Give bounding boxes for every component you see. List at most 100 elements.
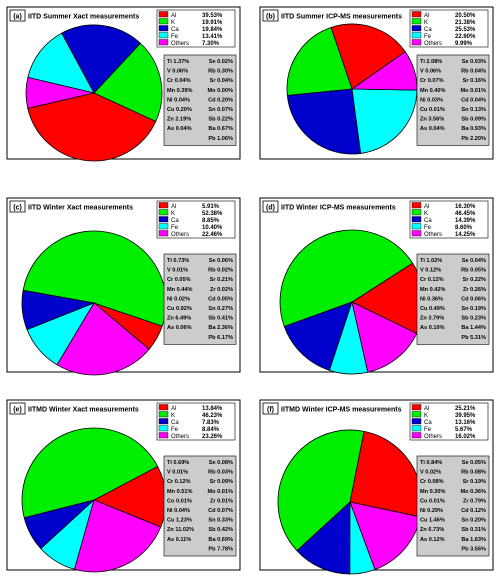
breakdown-entry: V 0.12%: [420, 268, 441, 274]
breakdown-entry: Sr 0.16%: [463, 78, 486, 84]
breakdown-entry: Sn 0.27%: [208, 306, 233, 312]
breakdown-entry: Ni 0.02%: [167, 296, 190, 302]
legend-swatch-ca: [411, 418, 422, 425]
breakdown-entry: Rb 0.30%: [208, 69, 233, 75]
pie-slice-others: [73, 499, 162, 573]
breakdown-entry: Mo 0.01%: [461, 88, 487, 94]
panel-tag-box: [9, 9, 26, 22]
breakdown-entry: Ba 0.93%: [461, 126, 486, 132]
others-breakdown-box: [163, 253, 237, 345]
breakdown-entry: Cd 0.20%: [208, 97, 233, 103]
panel-tag: (b): [266, 14, 275, 21]
breakdown-entry: Pb 5.31%: [461, 335, 486, 341]
legend-label: Fe: [171, 427, 179, 433]
legend-label: Others: [424, 232, 442, 238]
pie-slice-others: [351, 301, 418, 373]
breakdown-entry: Cd 0.12%: [461, 508, 486, 514]
others-breakdown-box: [416, 455, 490, 557]
legend-label: Al: [424, 13, 429, 19]
legend-value: 14.25%: [455, 232, 476, 238]
breakdown-entry: Zn 2.19%: [167, 117, 191, 123]
breakdown-entry: Sn 0.19%: [461, 306, 486, 312]
legend-value: 5.67%: [455, 427, 473, 433]
legend-value: 25.21%: [455, 406, 476, 412]
breakdown-entry: Pb 2.20%: [461, 136, 486, 142]
breakdown-entry: Cr 0.07%: [420, 78, 444, 84]
chart-panel-b: (b) IITD Summer ICP-MS measurements Al 20.5…: [259, 6, 494, 160]
panel-tag-box: [262, 402, 279, 415]
legend-value: 39.95%: [455, 413, 476, 419]
legend-value: 10.40%: [202, 225, 223, 231]
legend-box: [409, 200, 489, 239]
legend-swatch-fe: [411, 32, 422, 39]
pie-slice-ca: [286, 88, 362, 155]
chart-panel-e: (e) IITMD Winter Xact measurements Al 13.84…: [6, 399, 241, 573]
legend-swatch-ca: [158, 25, 169, 32]
chart-title: IITD Winter Xact measurements: [28, 205, 133, 212]
pie-slice-ca: [61, 24, 141, 94]
legend-swatch-al: [411, 202, 422, 209]
breakdown-entry: Ti 0.69%: [167, 460, 189, 466]
breakdown-entry: Sr 0.21%: [210, 277, 233, 283]
breakdown-entry: As 0.12%: [420, 537, 445, 543]
breakdown-entry: Rb 0.03%: [208, 470, 233, 476]
breakdown-entry: Cd 0.05%: [208, 296, 233, 302]
breakdown-entry: Ba 1.63%: [461, 537, 486, 543]
breakdown-entry: Sn 0.13%: [461, 107, 486, 113]
panel-tag-box: [9, 200, 26, 213]
legend-value: 8.60%: [455, 225, 473, 231]
breakdown-entry: As 0.11%: [167, 537, 191, 543]
legend-label: Al: [171, 406, 176, 412]
legend-value: 8.85%: [202, 218, 220, 224]
pie-slice-k: [93, 42, 163, 122]
legend-value: 19.84%: [202, 27, 223, 33]
breakdown-entry: Sr 0.09%: [210, 479, 233, 485]
breakdown-entry: Cr 0.12%: [167, 479, 191, 485]
legend-label: Others: [171, 232, 189, 238]
breakdown-entry: Ba 1.44%: [461, 325, 486, 331]
breakdown-entry: Se 0.02%: [209, 59, 233, 65]
chart-panel-f: (f) IITMD Winter ICP-MS measurements Al 25.…: [259, 399, 494, 575]
breakdown-entry: Se 0.04%: [462, 258, 486, 264]
breakdown-entry: Pb 3.56%: [461, 546, 486, 552]
breakdown-entry: Zr 0.02%: [210, 287, 233, 293]
breakdown-entry: Sb 0.22%: [208, 117, 233, 123]
breakdown-entry: Mo 0.00%: [208, 88, 234, 94]
breakdown-entry: Sr 0.04%: [210, 78, 233, 84]
legend-value: 13.16%: [455, 420, 476, 426]
breakdown-entry: Cu 0.20%: [167, 107, 192, 113]
legend-label: K: [424, 211, 428, 217]
legend-swatch-k: [158, 18, 169, 25]
legend-label: Al: [424, 204, 429, 210]
legend-swatch-others: [158, 432, 169, 439]
breakdown-entry: V 0.06%: [167, 69, 188, 75]
breakdown-entry: Pb 1.06%: [208, 136, 233, 142]
breakdown-entry: Cr 0.04%: [167, 78, 191, 84]
legend-value: 21.38%: [455, 20, 476, 26]
legend-label: K: [171, 20, 175, 26]
breakdown-entry: Sb 0.09%: [461, 117, 486, 123]
legend-value: 52.38%: [202, 211, 223, 217]
breakdown-entry: Mn 0.51%: [167, 489, 193, 495]
breakdown-entry: V 0.01%: [167, 470, 188, 476]
legend-label: Others: [424, 41, 442, 47]
breakdown-entry: Zn 6.73%: [420, 527, 444, 533]
breakdown-entry: V 0.06%: [420, 69, 441, 75]
legend-label: Ca: [424, 27, 432, 33]
legend-value: 19.91%: [202, 20, 223, 26]
legend-label: Ca: [424, 420, 432, 426]
pie-slice-fe: [351, 88, 418, 154]
breakdown-entry: Cu 0.92%: [167, 306, 192, 312]
legend-swatch-others: [411, 432, 422, 439]
legend-swatch-k: [411, 411, 422, 418]
breakdown-entry: Ni 0.04%: [167, 97, 190, 103]
breakdown-entry: Co 0.01%: [420, 498, 445, 504]
breakdown-entry: Cr 0.08%: [420, 479, 444, 485]
breakdown-entry: Ni 0.29%: [420, 508, 443, 514]
legend-value: 39.53%: [202, 13, 223, 19]
breakdown-entry: Cu 0.49%: [420, 306, 445, 312]
breakdown-entry: Mn 0.44%: [167, 287, 193, 293]
panel-tag: (c): [13, 205, 22, 212]
legend-value: 46.45%: [455, 211, 476, 217]
breakdown-entry: Mn 0.39%: [167, 88, 193, 94]
